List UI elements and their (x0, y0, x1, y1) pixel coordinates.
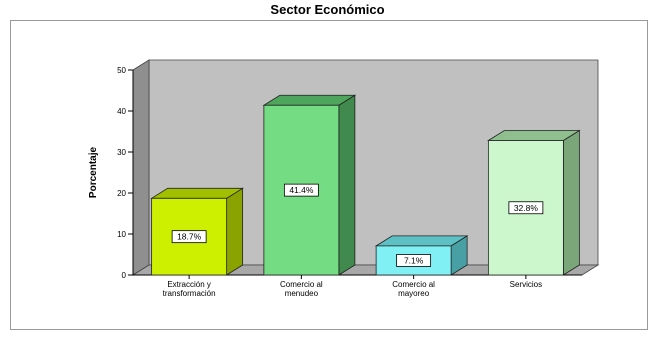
bar-top (262, 94, 357, 106)
bar-top (486, 130, 581, 141)
bar-side (562, 129, 580, 276)
x-tick-label: Servicios (510, 280, 542, 289)
y-tick-label: 40 (117, 107, 126, 116)
y-axis-label: Porcentaje (88, 146, 99, 198)
x-tick-label: transformación (163, 289, 216, 298)
x-tick-label: Comercio al (280, 280, 323, 289)
data-label: 32.8% (514, 203, 539, 213)
y-tick-label: 10 (117, 230, 126, 239)
side-wall (132, 59, 150, 276)
x-tick-label: mayoreo (398, 289, 430, 298)
y-tick-label: 20 (117, 189, 126, 198)
data-label: 18.7% (177, 232, 202, 242)
x-tick-label: menudeo (285, 289, 319, 298)
data-label-box (396, 254, 432, 267)
data-label: 41.4% (289, 185, 314, 195)
bar-top (150, 187, 245, 199)
data-label: 7.1% (404, 255, 424, 265)
data-label-box (171, 230, 207, 244)
y-tick-label: 30 (117, 148, 126, 157)
x-tick-label: Extracción y (167, 280, 211, 289)
bar-side (338, 94, 356, 276)
data-label-box (283, 183, 319, 197)
bar-side (226, 187, 244, 276)
y-tick-label: 50 (117, 66, 126, 75)
x-tick-label: Comercio al (392, 280, 435, 289)
chart-title: Sector Económico (270, 2, 385, 17)
bar-top (374, 235, 469, 247)
y-tick-label: 0 (122, 271, 127, 280)
data-label-box (508, 201, 544, 215)
